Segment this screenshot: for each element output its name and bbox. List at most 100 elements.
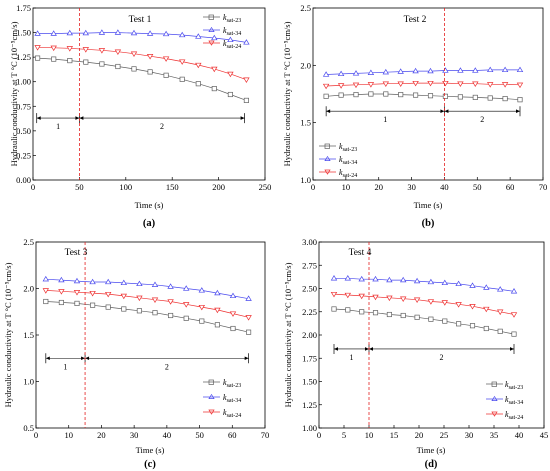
data-point-k24 bbox=[496, 309, 504, 316]
data-point-k24 bbox=[457, 81, 464, 87]
panel-d: Hydraulic conductivity at T °C (10⁻⁵cm/s… bbox=[283, 237, 548, 470]
data-point-k34 bbox=[82, 29, 90, 36]
y-tick-label: 3.00 bbox=[302, 237, 317, 247]
data-point-k23 bbox=[517, 97, 523, 103]
data-point-k24 bbox=[89, 290, 96, 297]
data-point-k24 bbox=[98, 48, 106, 54]
legend-item-k23: ksat-23 bbox=[203, 378, 241, 389]
ylabel: Hydraulic conductivity at T °C (10⁻⁵cm/s… bbox=[282, 21, 292, 166]
y-tick-label: 1.75 bbox=[302, 353, 317, 363]
svg-text:ksat-24: ksat-24 bbox=[223, 408, 241, 419]
chart-title: Test 2 bbox=[404, 15, 427, 25]
data-point-k34 bbox=[442, 67, 449, 73]
interval-label-1: 1 bbox=[56, 122, 60, 131]
data-point-k24 bbox=[167, 299, 174, 305]
legend-item-k24: ksat-24 bbox=[203, 408, 241, 419]
data-point-k23 bbox=[105, 304, 111, 310]
data-point-k34 bbox=[386, 276, 393, 283]
data-point-k23 bbox=[323, 93, 329, 99]
data-point-k34 bbox=[182, 285, 190, 291]
panel-c: Hydraulic conductivity at T °C (10⁻⁵cm/s… bbox=[3, 237, 269, 470]
data-point-k24 bbox=[195, 62, 202, 69]
data-point-k24 bbox=[58, 289, 65, 295]
series-line-k23 bbox=[45, 301, 249, 333]
data-point-k23 bbox=[179, 76, 185, 82]
data-point-k24 bbox=[469, 304, 476, 310]
y-ticks: 0.5 1.0 1.5 2.0 2.5 bbox=[23, 237, 39, 433]
legend-k24-main: k bbox=[223, 39, 227, 48]
data-point-k34 bbox=[372, 275, 379, 282]
x-tick-label: 0 bbox=[31, 182, 35, 192]
data-point-k34 bbox=[516, 66, 524, 73]
data-point-k23 bbox=[497, 328, 503, 334]
data-point-k34 bbox=[214, 289, 221, 296]
data-point-k34 bbox=[367, 69, 375, 75]
data-point-k24 bbox=[198, 304, 206, 311]
legend-k23-main: k bbox=[223, 13, 227, 22]
data-point-k24 bbox=[352, 82, 360, 89]
y-tick-label: 1.50 bbox=[16, 28, 31, 38]
data-point-k23 bbox=[136, 308, 142, 314]
x-tick-label: 20 bbox=[97, 430, 106, 440]
y-tick-label: 0.00 bbox=[16, 175, 31, 185]
data-point-k24 bbox=[501, 82, 509, 88]
data-point-k23 bbox=[386, 311, 392, 318]
x-tick-label: 40 bbox=[163, 430, 172, 440]
data-point-k34 bbox=[136, 280, 143, 287]
interval-arrow bbox=[510, 347, 514, 351]
x-tick-label: 100 bbox=[119, 182, 132, 192]
data-point-k23 bbox=[353, 92, 359, 98]
data-point-k23 bbox=[121, 306, 127, 312]
x-tick-label: 15 bbox=[390, 430, 399, 440]
data-point-k34 bbox=[58, 276, 65, 283]
legend-item-k34: ksat-34 bbox=[203, 393, 241, 404]
data-point-k23 bbox=[442, 318, 448, 324]
data-point-k23 bbox=[243, 97, 249, 103]
y-tick-label: 2.00 bbox=[302, 330, 317, 340]
data-point-k34 bbox=[483, 284, 490, 290]
data-point-k24 bbox=[413, 297, 421, 303]
y-tick-label: 1.00 bbox=[16, 77, 31, 87]
data-point-k23 bbox=[511, 331, 517, 337]
data-point-k23 bbox=[211, 86, 217, 92]
ylabel: Hydraulic conductivity at T °C (10⁻⁵cm/s… bbox=[3, 262, 13, 407]
data-point-k24 bbox=[412, 80, 419, 87]
data-point-k34 bbox=[455, 280, 462, 287]
data-point-k34 bbox=[130, 29, 138, 36]
data-point-k23 bbox=[487, 95, 493, 101]
interval-label-1: 1 bbox=[350, 353, 354, 362]
x-tick-label: 60 bbox=[228, 430, 237, 440]
data-point-k34 bbox=[358, 275, 365, 282]
data-point-k24 bbox=[483, 306, 490, 313]
data-point-k34 bbox=[496, 286, 504, 292]
data-point-k34 bbox=[245, 295, 252, 301]
ylabel: Hydraulic conductivity at T °C (10⁻⁵cm/s… bbox=[9, 21, 19, 166]
svg-text:ksat-23: ksat-23 bbox=[339, 142, 357, 153]
data-point-k34 bbox=[98, 29, 106, 35]
legend-item-k34: ksat-34 bbox=[319, 155, 357, 166]
data-point-k34 bbox=[322, 71, 330, 77]
data-point-k23 bbox=[74, 300, 80, 306]
data-point-k24 bbox=[386, 295, 393, 302]
data-point-k34 bbox=[472, 67, 479, 73]
x-tick-label: 5 bbox=[342, 430, 346, 440]
data-point-k23 bbox=[131, 66, 137, 72]
x-tick-label: 50 bbox=[75, 182, 84, 192]
interval-arrow bbox=[440, 109, 445, 113]
data-point-k34 bbox=[114, 29, 122, 35]
data-point-k24 bbox=[358, 293, 365, 300]
data-point-k24 bbox=[82, 47, 90, 53]
data-point-k24 bbox=[178, 59, 186, 65]
data-point-k24 bbox=[427, 299, 435, 305]
data-point-k34 bbox=[227, 36, 234, 43]
y-tick-label: 1.25 bbox=[16, 52, 31, 62]
data-point-k34 bbox=[344, 275, 352, 281]
data-point-k23 bbox=[230, 325, 236, 332]
series-group bbox=[322, 66, 524, 103]
data-point-k34 bbox=[120, 279, 128, 286]
legend-k34-sub: sat-34 bbox=[227, 398, 242, 404]
svg-text:ksat-24: ksat-24 bbox=[223, 39, 241, 50]
data-point-k23 bbox=[400, 312, 406, 319]
caption: (c) bbox=[144, 459, 156, 470]
